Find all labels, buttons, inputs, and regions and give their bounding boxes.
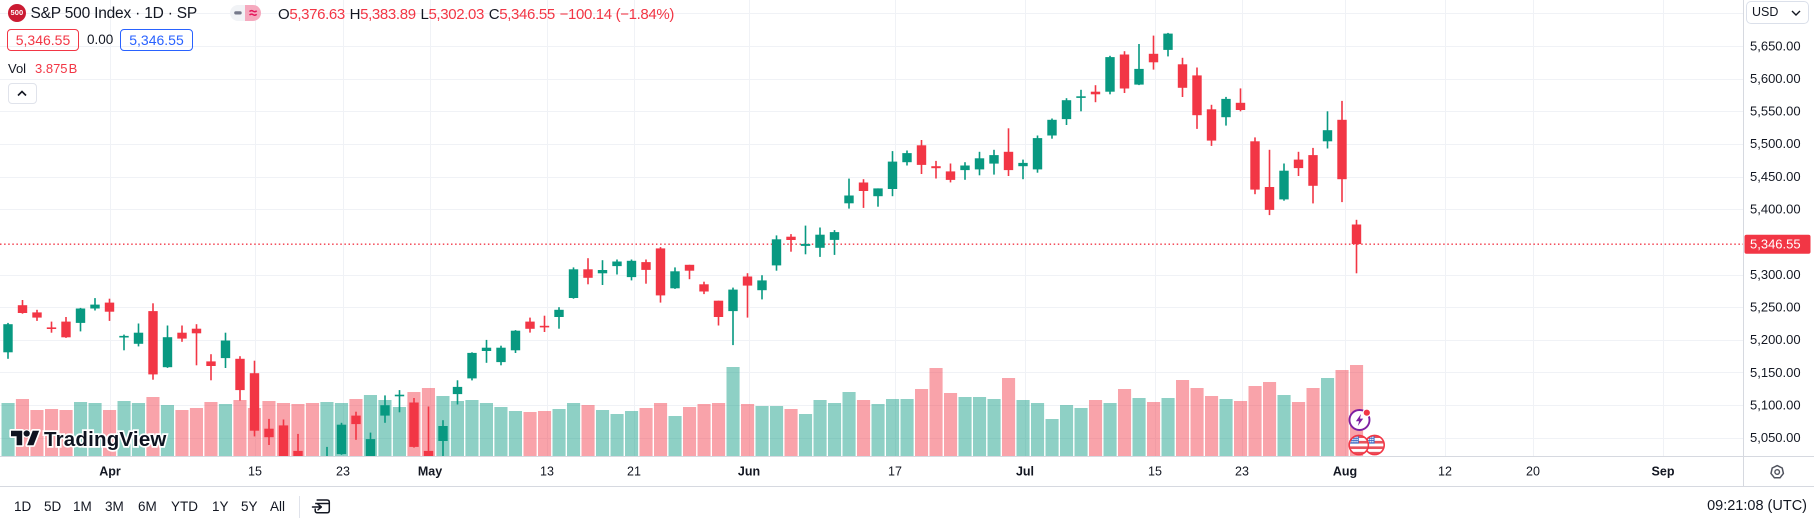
svg-text:20: 20 [1526, 465, 1540, 479]
svg-text:5,100.00: 5,100.00 [1750, 398, 1801, 413]
svg-text:5,050.00: 5,050.00 [1750, 430, 1801, 445]
svg-text:15: 15 [248, 465, 262, 479]
svg-text:5,650.00: 5,650.00 [1750, 38, 1801, 53]
svg-text:12: 12 [1438, 465, 1452, 479]
svg-text:21: 21 [627, 465, 641, 479]
svg-text:5,250.00: 5,250.00 [1750, 300, 1801, 315]
svg-text:5,400.00: 5,400.00 [1750, 202, 1801, 217]
svg-text:17: 17 [888, 465, 902, 479]
svg-text:23: 23 [1235, 465, 1249, 479]
svg-text:Apr: Apr [99, 465, 121, 479]
svg-text:Aug: Aug [1333, 465, 1357, 479]
svg-text:5,346.55: 5,346.55 [1750, 237, 1801, 252]
svg-text:5,300.00: 5,300.00 [1750, 267, 1801, 282]
svg-text:5,450.00: 5,450.00 [1750, 169, 1801, 184]
svg-text:5,550.00: 5,550.00 [1750, 104, 1801, 119]
svg-text:5,150.00: 5,150.00 [1750, 365, 1801, 380]
svg-text:15: 15 [1148, 465, 1162, 479]
svg-text:5,500.00: 5,500.00 [1750, 136, 1801, 151]
svg-text:5,600.00: 5,600.00 [1750, 71, 1801, 86]
svg-text:13: 13 [540, 465, 554, 479]
svg-text:Jul: Jul [1016, 465, 1034, 479]
svg-text:5,200.00: 5,200.00 [1750, 332, 1801, 347]
svg-text:TradingView: TradingView [44, 428, 167, 451]
svg-text:May: May [418, 465, 442, 479]
svg-text:23: 23 [336, 465, 350, 479]
svg-text:Sep: Sep [1652, 465, 1675, 479]
svg-text:Jun: Jun [738, 465, 760, 479]
